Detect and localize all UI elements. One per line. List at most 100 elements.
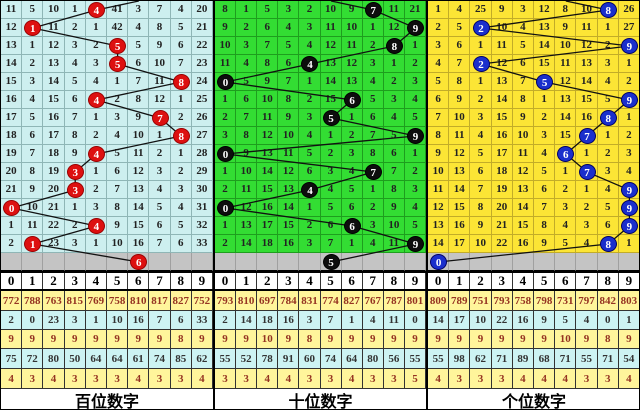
drawn-digit-marker: 8 xyxy=(599,2,617,18)
stat-cell: 2 xyxy=(1,311,23,330)
drawn-digit-marker: 8 xyxy=(172,128,190,144)
stat-cell: 751 xyxy=(470,291,492,311)
grid-cell: 17 xyxy=(1,109,23,127)
grid-cell: 10 xyxy=(512,127,534,145)
grid-cell: 4 xyxy=(404,91,426,109)
stat-cell: 55 xyxy=(428,349,450,369)
grid-cell: 6 xyxy=(170,235,192,253)
stat-cell: 80 xyxy=(362,349,384,369)
grid-cell: 3 xyxy=(299,19,321,37)
grid-cell: 3 xyxy=(534,127,556,145)
stat-cell: 16 xyxy=(512,311,534,330)
pending-cell xyxy=(64,253,86,271)
pending-cell xyxy=(85,253,107,271)
stat-cell: 61 xyxy=(128,349,150,369)
stat-cell: 4 xyxy=(555,369,577,389)
grid-cell: 9 xyxy=(534,235,556,253)
grid-cell: 27 xyxy=(191,127,213,145)
pending-cell xyxy=(404,253,426,271)
stat-cell: 758 xyxy=(512,291,534,311)
grid-cell: 8 xyxy=(107,199,129,217)
grid-cell: 1 xyxy=(618,235,639,253)
grid-cell: 4 xyxy=(597,73,619,91)
stat-cell: 74 xyxy=(149,349,171,369)
grid-cell: 3 xyxy=(428,37,450,55)
grid-cell: 3 xyxy=(85,199,107,217)
stat-cell: 4 xyxy=(512,369,534,389)
stat-cell: 4 xyxy=(278,369,300,389)
grid-cell: 11 xyxy=(383,235,405,253)
stat-cell: 71 xyxy=(491,349,513,369)
grid-cell: 4 xyxy=(383,109,405,127)
grid-cell: 10 xyxy=(449,109,471,127)
digit-header-cell: 5 xyxy=(321,273,342,289)
digit-header-cell: 7 xyxy=(576,273,598,289)
pending-cell xyxy=(341,253,363,271)
stat-cell: 0 xyxy=(404,311,426,330)
grid-cell: 6 xyxy=(383,145,405,163)
drawn-digit-marker: 3 xyxy=(66,182,84,198)
grid-cell: 15 xyxy=(320,91,342,109)
drawn-digit-marker: 6 xyxy=(343,92,361,108)
stat-cell: 810 xyxy=(236,291,258,311)
grid-cell: 4 xyxy=(170,1,192,19)
grid-cell: 25 xyxy=(191,91,213,109)
stat-cell: 23 xyxy=(43,311,65,330)
stat-cell: 831 xyxy=(299,291,321,311)
drawn-digit-marker: 5 xyxy=(322,254,340,270)
grid-cell: 1 xyxy=(85,235,107,253)
grid-cell: 8 xyxy=(22,163,44,181)
stat-cell: 5 xyxy=(404,369,426,389)
grid-cell: 4 xyxy=(576,235,598,253)
units-stats-table: 809 789 751 793 758 798 731 797 842 803 14 17 10 22 16… xyxy=(428,291,639,389)
stat-cell: 798 xyxy=(534,291,556,311)
grid-cell: 3 xyxy=(618,145,639,163)
grid-cell: 1 xyxy=(299,73,321,91)
grid-cell: 41 xyxy=(107,1,129,19)
stat-cell: 4 xyxy=(428,369,450,389)
stat-cell: 3 xyxy=(64,311,86,330)
grid-cell: 2 xyxy=(107,91,129,109)
grid-cell: 6 xyxy=(449,37,471,55)
grid-cell: 4 xyxy=(404,199,426,217)
grid-cell: 12 xyxy=(512,163,534,181)
stat-cell: 803 xyxy=(618,291,639,311)
digit-header-cell: 9 xyxy=(619,273,639,289)
grid-cell: 3 xyxy=(470,109,492,127)
grid-cell: 11 xyxy=(341,37,363,55)
grid-cell: 2 xyxy=(428,19,450,37)
grid-cell: 7 xyxy=(428,109,450,127)
grid-cell: 10 xyxy=(236,163,258,181)
grid-cell: 17 xyxy=(449,235,471,253)
grid-cell: 13 xyxy=(428,217,450,235)
grid-cell: 4 xyxy=(299,127,321,145)
stat-cell: 763 xyxy=(43,291,65,311)
grid-cell: 7 xyxy=(170,55,192,73)
stat-cell: 3 xyxy=(107,369,129,389)
grid-cell: 4 xyxy=(362,235,384,253)
grid-cell: 11 xyxy=(428,181,450,199)
grid-cell: 8 xyxy=(149,19,171,37)
grid-cell: 30 xyxy=(191,181,213,199)
digit-header-cell: 4 xyxy=(86,273,107,289)
grid-cell: 3 xyxy=(128,1,150,19)
grid-cell: 15 xyxy=(491,109,513,127)
grid-cell: 8 xyxy=(278,91,300,109)
grid-cell: 9 xyxy=(555,19,577,37)
grid-cell: 15 xyxy=(257,181,279,199)
grid-cell: 13 xyxy=(576,55,598,73)
stat-cell: 758 xyxy=(107,291,129,311)
stat-cell: 8 xyxy=(170,330,192,349)
grid-cell: 6 xyxy=(362,109,384,127)
stat-cell: 62 xyxy=(470,349,492,369)
grid-cell: 4 xyxy=(341,163,363,181)
grid-cell: 8 xyxy=(362,145,384,163)
stat-cell: 16 xyxy=(128,311,150,330)
grid-cell: 5 xyxy=(22,1,44,19)
grid-cell: 1 xyxy=(576,181,598,199)
stat-cell: 22 xyxy=(491,311,513,330)
grid-cell: 2 xyxy=(341,127,363,145)
grid-cell: 13 xyxy=(555,91,577,109)
grid-cell: 12 xyxy=(1,19,23,37)
